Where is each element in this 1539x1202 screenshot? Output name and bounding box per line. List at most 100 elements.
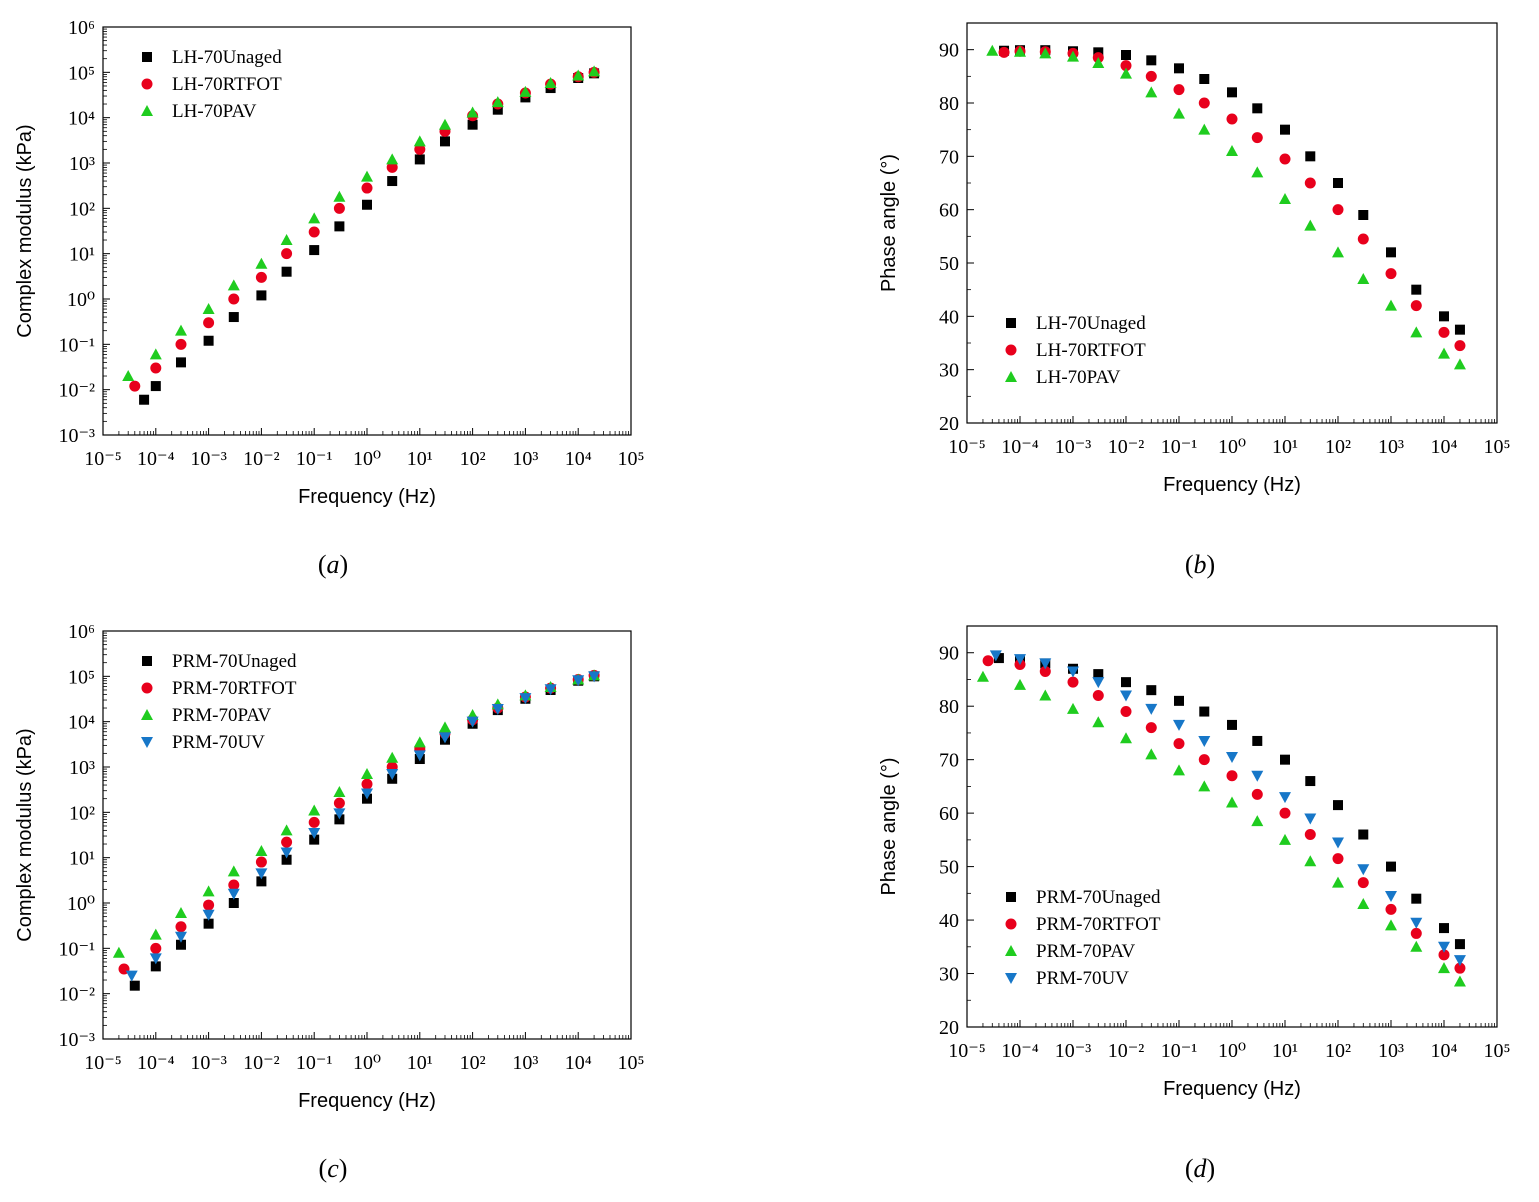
x-tick-label: 10⁴: [565, 448, 592, 470]
x-tick-label: 10⁻²: [243, 1052, 280, 1074]
data-point-pav: [1014, 678, 1026, 690]
data-point-rtfot: [333, 797, 345, 809]
data-point-unaged: [993, 653, 1004, 664]
data-point-pav: [149, 348, 162, 360]
data-point-unaged: [1280, 124, 1290, 135]
y-tick-label: 50: [939, 253, 959, 275]
data-point-pav: [1067, 702, 1079, 714]
data-point-pav: [986, 44, 999, 56]
data-point-rtfot: [1357, 233, 1369, 245]
legend-label-pav: LH-70PAV: [1036, 367, 1121, 388]
x-tick-label: 10⁵: [1484, 436, 1511, 458]
data-point-rtfot: [228, 293, 240, 305]
data-point-rtfot: [1226, 770, 1238, 782]
data-point-rtfot: [1385, 903, 1397, 915]
data-point-rtfot: [1279, 807, 1291, 819]
x-tick-label: 10⁻³: [190, 1052, 227, 1074]
data-point-unaged: [362, 199, 372, 210]
data-point-uv: [1357, 864, 1370, 876]
data-point-pav: [1198, 123, 1211, 135]
data-point-unaged: [1121, 677, 1131, 688]
data-point-rtfot: [281, 248, 293, 260]
panel-label-c: (c): [319, 1154, 348, 1183]
data-point-rtfot: [333, 202, 345, 214]
data-point-rtfot: [175, 338, 187, 350]
x-axis-title: Frequency (Hz): [298, 1090, 436, 1112]
data-point-uv: [1039, 658, 1052, 670]
y-tick-label: 90: [939, 643, 959, 665]
data-point-unaged: [334, 221, 345, 232]
data-point-uv: [989, 650, 1002, 662]
legend-marker-pav: [141, 709, 153, 720]
y-tick-label: 10⁶: [68, 17, 95, 39]
data-point-pav: [1357, 273, 1370, 284]
y-tick-label: 10⁻²: [58, 380, 95, 402]
data-point-unaged: [1454, 324, 1465, 335]
data-point-unaged: [1454, 939, 1465, 950]
legend-marker-pav: [1005, 945, 1017, 956]
x-tick-label: 10⁰: [1218, 436, 1246, 458]
data-point-pav: [413, 736, 426, 748]
data-point-rtfot: [1173, 738, 1185, 750]
data-point-unaged: [1146, 55, 1157, 66]
legend-label-rtfot: LH-70RTFOT: [1036, 340, 1146, 361]
data-point-unaged: [150, 381, 161, 392]
legend-marker-pav: [141, 105, 153, 116]
data-point-pav: [255, 845, 268, 857]
chart-panel-c: 10⁻⁵ 10⁻⁴ 10⁻³ 10⁻² 10⁻¹ 10⁰ 10¹ 10² 10³ 10⁴ 10⁵ 10…: [14, 621, 644, 1112]
legend-marker-unaged: [1006, 318, 1016, 328]
data-point-unaged: [1358, 210, 1369, 220]
data-point-uv: [1410, 917, 1423, 929]
y-tick-label: 10⁴: [68, 712, 95, 734]
x-tick-label: 10⁴: [565, 1052, 592, 1074]
data-point-rtfot: [255, 856, 267, 868]
data-point-unaged: [1439, 311, 1449, 322]
data-point-unaged: [1333, 800, 1343, 811]
data-point-unaged: [256, 290, 267, 301]
data-point-uv: [202, 909, 215, 921]
data-point-pav: [1304, 219, 1317, 231]
data-point-pav: [1251, 815, 1264, 827]
data-point-rtfot: [1410, 927, 1422, 939]
data-point-pav: [1173, 764, 1185, 776]
data-point-unaged: [334, 814, 345, 825]
data-point-pav: [1145, 748, 1158, 760]
data-point-pav: [255, 257, 268, 269]
x-tick-label: 10⁻³: [1055, 1040, 1092, 1062]
data-point-rtfot: [175, 921, 187, 933]
data-point-rtfot: [1173, 84, 1185, 96]
data-point-pav: [174, 907, 187, 919]
data-point-unaged: [1439, 923, 1449, 934]
data-point-pav: [466, 106, 479, 118]
data-point-unaged: [1333, 178, 1343, 188]
data-point-unaged: [175, 939, 186, 950]
x-tick-label: 10⁻⁵: [948, 1040, 986, 1062]
data-point-rtfot: [308, 226, 320, 238]
plot-frame: [966, 625, 1498, 1028]
data-point-pav: [1092, 57, 1105, 68]
y-tick-label: 70: [939, 146, 959, 168]
data-point-uv: [280, 847, 293, 859]
y-axis-title: Phase angle (°): [878, 154, 900, 292]
data-point-pav: [588, 65, 601, 77]
y-tick-label: 30: [939, 360, 959, 382]
chart-panel-d: 10⁻⁵ 10⁻⁴ 10⁻³ 10⁻² 10⁻¹ 10⁰ 10¹ 10² 10³ 10⁴ 10⁵ 20…: [878, 625, 1510, 1100]
data-point-unaged: [1305, 151, 1316, 162]
x-tick-label: 10⁻⁴: [137, 448, 175, 470]
y-tick-label: 10⁵: [68, 666, 95, 688]
data-point-pav: [1067, 50, 1079, 62]
x-tick-label: 10⁴: [1431, 1040, 1458, 1062]
data-point-pav: [202, 303, 215, 315]
data-point-pav: [1279, 833, 1291, 845]
legend-label-uv: PRM-70UV: [172, 732, 265, 753]
data-point-pav: [149, 928, 162, 940]
y-tick-label: 20: [939, 413, 959, 435]
data-point-pav: [1145, 86, 1158, 98]
x-tick-label: 10⁻¹: [1161, 1040, 1198, 1062]
legend-label-unaged: LH-70Unaged: [172, 47, 282, 68]
y-tick-label: 50: [939, 857, 959, 879]
data-point-pav: [1226, 796, 1238, 808]
data-point-unaged: [203, 918, 214, 929]
chart-panel-a: 10⁻⁵ 10⁻⁴ 10⁻³ 10⁻² 10⁻¹ 10⁰ 10¹ 10² 10³ 10⁴ 10⁵ 10…: [14, 17, 644, 508]
y-tick-label: 10⁶: [68, 621, 95, 643]
